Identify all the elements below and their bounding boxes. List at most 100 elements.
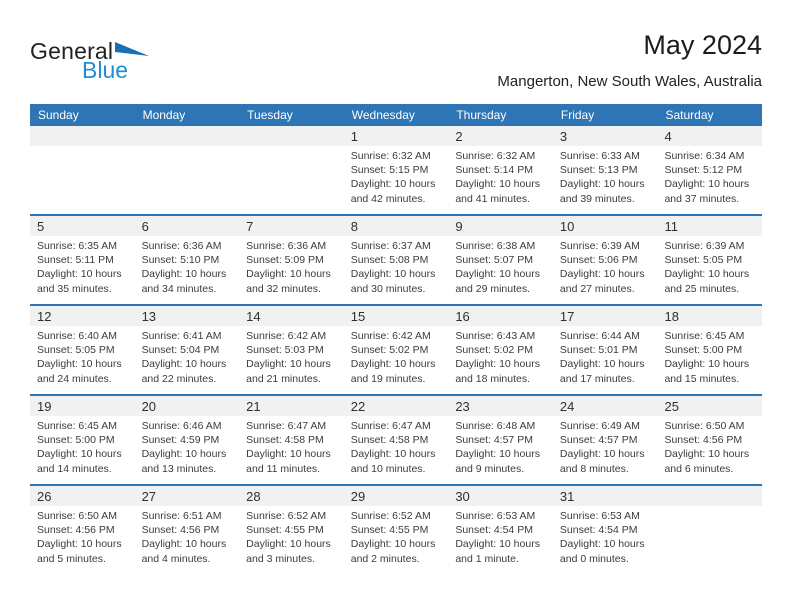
sunset-text: Sunset: 5:12 PM [664,164,743,177]
day-cell: Sunrise: 6:50 AM Sunset: 4:56 PM Daylight:… [30,506,135,574]
daylight-text-line2: and 19 minutes. [350,372,426,385]
sunset-text: Sunset: 4:56 PM [141,524,220,537]
title-block: May 2024 Mangerton, New South Wales, Aus… [497,30,762,90]
day-cell: Sunrise: 6:42 AM Sunset: 5:03 PM Daylight:… [239,326,344,394]
weekday-label-monday: Monday [142,108,186,122]
day-number: 5 [37,219,45,234]
week-row: 26 27 28 29 30 31 Sunrise: 6:50 AM Sunset: 4:56… [30,484,762,574]
sunrise-text: Sunrise: 6:39 AM [559,240,640,252]
sunset-text: Sunset: 5:09 PM [246,254,324,267]
sunset-text: Sunset: 5:00 PM [37,434,115,447]
day-cell: Sunrise: 6:40 AM Sunset: 5:05 PM Daylight:… [30,326,135,394]
day-number: 30 [455,489,470,504]
sunset-text: Sunset: 4:54 PM [559,524,638,537]
day-number: 1 [350,129,358,144]
daylight-text-line1: Daylight: 10 hours [246,538,331,551]
sunset-text: Sunset: 5:15 PM [350,164,429,177]
day-cell: Sunrise: 6:52 AM Sunset: 4:55 PM Daylight:… [344,506,449,574]
day-cell: Sunrise: 6:50 AM Sunset: 4:56 PM Daylight:… [657,416,762,484]
daylight-text-line2: and 9 minutes. [455,462,525,475]
sunrise-text: Sunrise: 6:43 AM [455,330,536,342]
day-number: 16 [455,309,470,324]
day-detail-row: Sunrise: 6:32 AM Sunset: 5:15 PM Daylight:… [30,146,762,214]
day-cell: Sunrise: 6:53 AM Sunset: 4:54 PM Daylight:… [553,506,658,574]
logo-text-blue: Blue [82,57,129,83]
daylight-text-line2: and 39 minutes. [559,192,635,205]
sunrise-text: Sunrise: 6:49 AM [559,420,640,432]
day-number: 23 [455,399,470,414]
daylight-text-line1: Daylight: 10 hours [350,538,436,551]
day-cell: Sunrise: 6:33 AM Sunset: 5:13 PM Daylight:… [553,146,658,214]
sunset-text: Sunset: 4:56 PM [37,524,115,537]
sunrise-text: Sunrise: 6:50 AM [37,510,117,522]
day-number: 12 [37,309,52,324]
calendar-grid: Sunday Monday Tuesday Wednesday Thursday Frid… [30,104,762,574]
page-subtitle: Mangerton, New South Wales, Australia [497,73,762,90]
empty-day-cell [657,506,762,574]
daylight-text-line2: and 4 minutes. [141,552,211,565]
daylight-text-line1: Daylight: 10 hours [455,358,540,371]
sunrise-text: Sunrise: 6:41 AM [141,330,222,342]
daylight-text-line2: and 6 minutes. [664,462,734,475]
day-number: 10 [559,219,575,234]
sunset-text: Sunset: 5:02 PM [350,344,429,357]
sunset-text: Sunset: 5:06 PM [559,254,638,267]
sunrise-text: Sunrise: 6:45 AM [37,420,117,432]
day-cell: Sunrise: 6:37 AM Sunset: 5:08 PM Daylight:… [344,236,449,304]
week-row: 19 20 21 22 23 24 25 Sunrise: 6:45 AM Sunset: 5:… [30,394,762,484]
sunset-text: Sunset: 5:05 PM [37,344,115,357]
sunset-text: Sunset: 5:04 PM [141,344,220,357]
logo-triangle-icon [115,42,150,56]
sunrise-text: Sunrise: 6:47 AM [246,420,327,432]
day-cell: Sunrise: 6:32 AM Sunset: 5:15 PM Daylight:… [344,146,449,214]
sunrise-text: Sunrise: 6:32 AM [455,150,536,162]
day-cell: Sunrise: 6:36 AM Sunset: 5:09 PM Daylight:… [239,236,344,304]
daylight-text-line1: Daylight: 10 hours [559,538,645,551]
day-number: 2 [455,129,463,144]
sunset-text: Sunset: 5:07 PM [455,254,533,267]
day-number: 25 [664,399,679,414]
day-number-strip: 26 27 28 29 30 31 [30,486,762,506]
sunset-text: Sunset: 5:02 PM [455,344,533,357]
daylight-text-line2: and 15 minutes. [664,372,740,385]
day-number: 21 [246,399,261,414]
day-cell: Sunrise: 6:41 AM Sunset: 5:04 PM Daylight:… [135,326,240,394]
daylight-text-line1: Daylight: 10 hours [141,268,227,281]
sunrise-text: Sunrise: 6:35 AM [37,240,117,252]
sunrise-text: Sunrise: 6:38 AM [455,240,536,252]
day-number: 18 [664,309,679,324]
day-number: 6 [141,219,149,234]
empty-day-number [239,126,344,146]
day-detail-row: Sunrise: 6:35 AM Sunset: 5:11 PM Daylight:… [30,236,762,304]
weekday-label-wednesday: Wednesday [351,108,415,122]
day-cell: Sunrise: 6:36 AM Sunset: 5:10 PM Daylight:… [135,236,240,304]
daylight-text-line1: Daylight: 10 hours [350,448,436,461]
daylight-text-line2: and 1 minute. [455,552,519,565]
empty-day-number [657,486,762,506]
day-detail-row: Sunrise: 6:40 AM Sunset: 5:05 PM Daylight:… [30,326,762,394]
day-cell: Sunrise: 6:49 AM Sunset: 4:57 PM Daylight:… [553,416,658,484]
day-number-strip: 1 2 3 4 [30,126,762,146]
day-number: 15 [350,309,366,324]
page-header: General Blue May 2024 Mangerton, New Sou… [30,30,762,90]
day-cell: Sunrise: 6:43 AM Sunset: 5:02 PM Daylight:… [448,326,553,394]
daylight-text-line2: and 5 minutes. [37,552,106,565]
day-number: 29 [350,489,366,504]
day-cell: Sunrise: 6:47 AM Sunset: 4:58 PM Daylight:… [239,416,344,484]
sunset-text: Sunset: 5:08 PM [350,254,429,267]
sunrise-text: Sunrise: 6:46 AM [141,420,222,432]
day-number: 17 [559,309,575,324]
sunrise-text: Sunrise: 6:32 AM [350,150,431,162]
empty-day-number [135,126,240,146]
daylight-text-line2: and 25 minutes. [664,282,740,295]
day-number: 24 [559,399,575,414]
daylight-text-line2: and 8 minutes. [559,462,629,475]
daylight-text-line1: Daylight: 10 hours [350,358,436,371]
day-number: 26 [37,489,52,504]
daylight-text-line2: and 17 minutes. [559,372,635,385]
daylight-text-line2: and 21 minutes. [246,372,321,385]
daylight-text-line1: Daylight: 10 hours [455,268,540,281]
weekday-header-row: Sunday Monday Tuesday Wednesday Thursday Frid… [30,104,762,126]
sunset-text: Sunset: 4:58 PM [350,434,429,447]
